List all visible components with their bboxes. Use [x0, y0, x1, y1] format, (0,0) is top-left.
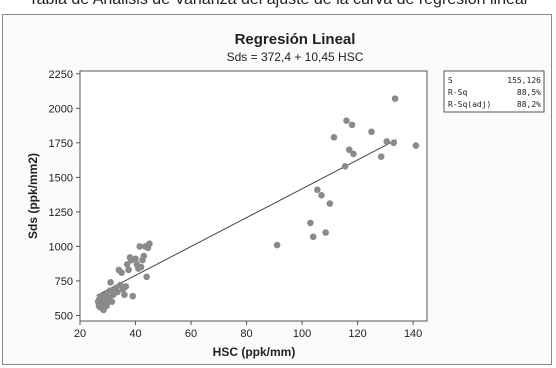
x-tick-label: 100 [293, 328, 311, 340]
data-point [341, 163, 349, 170]
data-point [368, 128, 375, 136]
data-point [123, 261, 131, 268]
data-point [412, 142, 420, 149]
stat-s-label: S [448, 76, 453, 85]
x-tick-label: 140 [404, 328, 422, 340]
x-tick-label: 120 [348, 328, 366, 340]
data-point [345, 146, 353, 154]
y-tick-label: 1000 [49, 241, 73, 253]
data-point [309, 233, 317, 241]
data-point [121, 291, 128, 299]
data-point [377, 153, 385, 160]
data-point [314, 186, 321, 194]
data-point [137, 263, 145, 271]
data-point [122, 283, 130, 290]
y-tick-label: 1500 [49, 172, 73, 184]
y-tick-label: 500 [55, 310, 73, 322]
stat-s-value: 155,126 [507, 76, 541, 85]
y-tick-label: 2000 [49, 103, 73, 115]
stat-rsq-adj-value: 88,2% [517, 100, 541, 109]
data-point [132, 255, 139, 263]
data-point [140, 252, 148, 260]
cropped-caption-text: Tabla de Análisis de Varianza del ajuste… [0, 0, 556, 9]
cropped-caption-strip: Tabla de Análisis de Varianza del ajuste… [0, 0, 556, 12]
data-point [383, 138, 391, 145]
data-point [391, 95, 399, 102]
data-point [129, 292, 137, 300]
data-point [326, 200, 334, 207]
y-axis-label: Sds (ppk/mm2) [26, 153, 40, 239]
y-tick-label: 750 [55, 276, 73, 288]
x-tick-label: 80 [240, 328, 252, 340]
stat-rsq-label: R-Sq [448, 88, 467, 97]
data-point [125, 266, 132, 274]
stat-rsq-adj-label: R-Sq(adj) [448, 100, 491, 109]
data-point [114, 288, 121, 296]
data-point [390, 139, 397, 147]
x-axis: 20 40 60 80 100 120 140 [74, 321, 422, 340]
data-point [273, 241, 281, 249]
data-point [118, 269, 125, 276]
data-point [350, 150, 357, 158]
stats-box: S 155,126 R-Sq 88,5% R-Sq(adj) 88,2% [443, 70, 545, 113]
data-point [322, 229, 329, 236]
y-tick-label: 2250 [49, 69, 73, 81]
x-tick-label: 20 [74, 328, 86, 340]
data-point [108, 298, 116, 305]
data-point [143, 273, 150, 281]
y-tick-label: 1750 [49, 138, 73, 150]
chart-title: Regresión Lineal [235, 31, 356, 48]
data-point [343, 117, 350, 125]
chart-subtitle: Sds = 372,4 + 10,45 HSC [227, 50, 364, 64]
data-point [107, 279, 114, 286]
data-point [136, 243, 143, 250]
data-point [146, 240, 153, 247]
y-tick-label: 1250 [49, 207, 73, 219]
y-axis: 500 750 1000 1250 1500 1750 2000 2250 [49, 69, 80, 322]
stat-rsq-value: 88,5% [517, 88, 541, 97]
x-tick-label: 60 [185, 328, 197, 340]
data-points [94, 95, 420, 314]
data-point [307, 219, 314, 227]
x-axis-label: HSC (ppk/mm) [213, 345, 296, 359]
data-point [348, 121, 356, 129]
data-point [318, 192, 325, 199]
stats-box-border [443, 70, 545, 113]
plot-area [79, 70, 428, 322]
data-point [330, 133, 338, 141]
x-tick-label: 40 [129, 328, 141, 340]
